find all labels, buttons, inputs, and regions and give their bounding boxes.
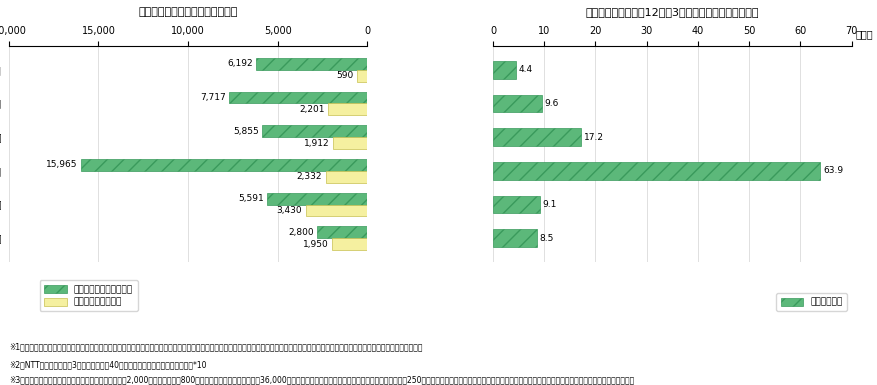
Bar [492,196,539,213]
Bar [332,137,367,149]
Text: ※1　各都市とも基本料に一定の通話料を含む料金プランや通話料が通話間、通信距離によらないプランなど多様な料金プランが導入されており、月額料金等による単純な比較は: ※1 各都市とも基本料に一定の通話料を含む料金プランや通話料が通話間、通信距離に… [9,343,422,352]
Text: 7,717: 7,717 [199,93,225,102]
Title: 住宅用の加入時一時金・基本料金: 住宅用の加入時一時金・基本料金 [139,7,238,17]
Bar [328,104,367,115]
Text: 6,192: 6,192 [227,59,253,69]
Text: 2,332: 2,332 [296,172,322,181]
Bar [81,159,367,171]
Bar [492,128,581,146]
Text: ソウル: ソウル [0,65,2,75]
Text: 9.1: 9.1 [542,200,556,209]
Text: 東京: 東京 [0,233,2,243]
Legend: 市内通話料金: 市内通話料金 [775,293,846,311]
Text: 17.2: 17.2 [583,133,603,142]
Bar [267,193,367,204]
Text: 2,201: 2,201 [298,105,324,114]
Text: 4.4: 4.4 [517,65,531,74]
Bar [356,70,367,82]
Bar [262,126,367,137]
Bar [317,226,367,238]
Text: 15,965: 15,965 [46,161,77,169]
Text: 1,950: 1,950 [303,239,329,249]
Text: （円）: （円） [854,29,872,39]
Bar [325,171,367,182]
Bar [492,162,819,180]
Text: ロンドン: ロンドン [0,166,2,176]
Text: ※3　東京の加入時一時金は、ライトプランの工事費（2,000円）と契約料（800円）。なお、施設設置負担金（36,000円）を支払うプラン（ライトプランに比べ、: ※3 東京の加入時一時金は、ライトプランの工事費（2,000円）と契約料（800… [9,375,633,384]
Bar [492,61,515,79]
Text: 5,591: 5,591 [238,194,263,203]
Text: 8.5: 8.5 [538,234,553,243]
Text: ※2　NTT東日本の住宅用3級局（加入者数40万人以上の区分）のライトプラン。*10: ※2 NTT東日本の住宅用3級局（加入者数40万人以上の区分）のライトプラン。*… [9,360,206,369]
Bar [492,95,542,112]
Text: 5,855: 5,855 [233,127,259,136]
Bar [229,92,367,104]
Legend: 加入時一時金（住宅用）, 基本料金（住宅用）: 加入時一時金（住宅用）, 基本料金（住宅用） [39,280,138,311]
Bar [305,204,367,216]
Bar [492,229,536,247]
Text: 590: 590 [336,71,353,80]
Text: 3,430: 3,430 [276,206,302,215]
Text: 63.9: 63.9 [822,166,842,175]
Text: パリ: パリ [0,132,2,142]
Bar [256,58,367,70]
Text: 2,800: 2,800 [288,228,313,237]
Text: 1,912: 1,912 [303,139,329,147]
Bar [332,238,367,250]
Title: 市内通話料金（平日12時に3分間通話した場合の料金）: 市内通話料金（平日12時に3分間通話した場合の料金） [585,7,759,17]
Text: ニューヨーク: ニューヨーク [0,199,2,209]
Text: 9.6: 9.6 [544,99,559,108]
Text: デュッセルドルフ: デュッセルドルフ [0,99,2,109]
